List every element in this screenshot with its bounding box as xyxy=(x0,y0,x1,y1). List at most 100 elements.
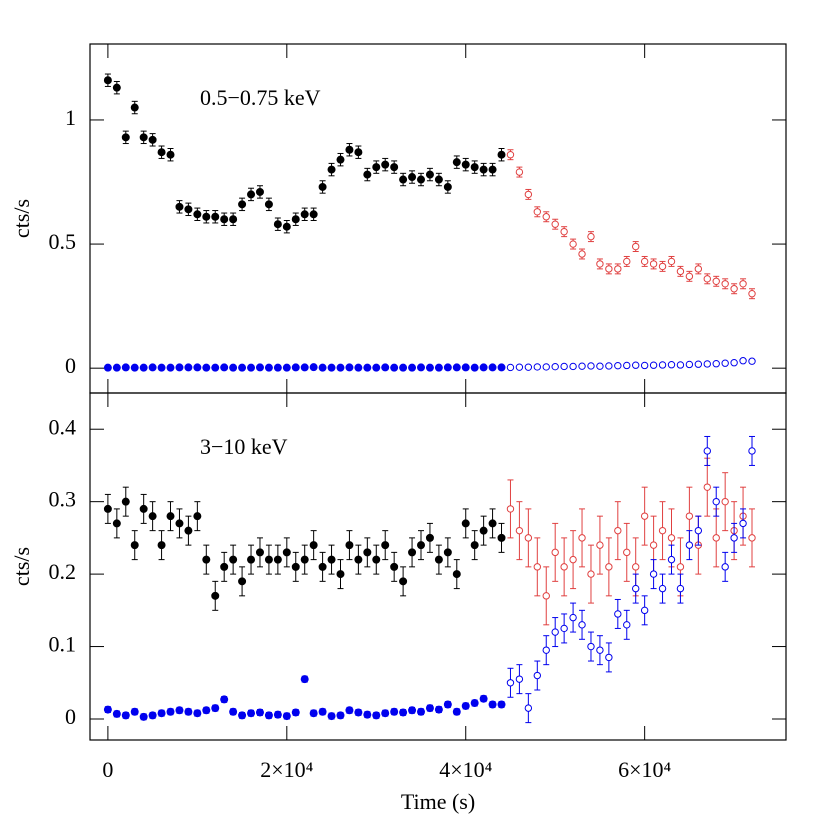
point xyxy=(488,165,497,174)
y-axis-label: cts/s xyxy=(9,547,34,586)
point xyxy=(255,363,264,372)
point xyxy=(667,257,676,266)
point xyxy=(381,709,390,718)
point xyxy=(417,175,426,184)
point xyxy=(417,363,426,372)
point xyxy=(605,563,613,571)
point xyxy=(399,577,408,586)
point xyxy=(434,363,443,372)
point xyxy=(542,592,550,600)
point xyxy=(247,363,256,372)
point xyxy=(587,362,595,370)
point xyxy=(479,694,488,703)
point xyxy=(372,555,381,564)
point xyxy=(524,534,533,542)
point xyxy=(479,526,488,535)
point xyxy=(578,362,586,370)
point xyxy=(273,220,282,229)
point xyxy=(399,175,408,184)
point xyxy=(130,363,139,372)
point xyxy=(640,512,649,520)
point xyxy=(605,653,613,662)
point xyxy=(229,363,238,372)
point xyxy=(148,363,157,372)
point xyxy=(694,265,703,273)
y-tick-label: 0.3 xyxy=(49,487,77,512)
point xyxy=(676,584,685,593)
point xyxy=(542,363,550,371)
point xyxy=(390,363,399,372)
point xyxy=(470,541,479,550)
point xyxy=(640,606,649,615)
point xyxy=(425,533,434,542)
point xyxy=(264,363,273,372)
y-axis-label: cts/s xyxy=(9,199,34,238)
point xyxy=(282,712,291,721)
point xyxy=(533,563,542,571)
point xyxy=(452,570,461,579)
point xyxy=(488,363,497,372)
point xyxy=(139,133,148,142)
point xyxy=(730,285,738,293)
point xyxy=(327,363,336,372)
point xyxy=(175,202,184,211)
point xyxy=(112,363,121,372)
point xyxy=(336,570,345,579)
point xyxy=(282,548,291,557)
x-tick-label: 6×10⁴ xyxy=(618,757,671,782)
point xyxy=(712,497,720,506)
point xyxy=(542,213,550,221)
point xyxy=(658,584,667,593)
point xyxy=(614,265,622,273)
point xyxy=(345,145,354,154)
point xyxy=(515,526,524,535)
top-frame xyxy=(89,43,787,394)
point xyxy=(390,163,399,172)
point xyxy=(632,584,640,593)
point xyxy=(470,163,479,172)
point xyxy=(461,701,470,710)
point xyxy=(166,363,175,372)
point xyxy=(452,158,461,167)
y-tick-label: 0 xyxy=(65,704,76,729)
point xyxy=(282,222,291,231)
point xyxy=(166,512,175,521)
point xyxy=(712,534,720,542)
point xyxy=(533,671,542,680)
point xyxy=(148,135,157,144)
point xyxy=(247,190,256,199)
point xyxy=(748,290,756,298)
point xyxy=(399,708,408,717)
point xyxy=(381,541,390,550)
y-tick-label: 0.5 xyxy=(49,229,77,254)
point xyxy=(497,533,506,542)
point xyxy=(264,555,273,564)
point xyxy=(121,363,130,372)
point xyxy=(560,624,568,633)
point xyxy=(202,555,211,564)
point xyxy=(596,260,604,268)
point xyxy=(506,505,515,513)
point xyxy=(112,519,121,528)
point xyxy=(309,709,318,718)
point xyxy=(211,363,220,372)
point xyxy=(596,541,604,549)
point xyxy=(363,710,372,719)
point xyxy=(551,548,559,557)
point xyxy=(202,706,211,715)
point xyxy=(255,708,264,717)
point xyxy=(363,363,372,372)
point xyxy=(748,534,756,542)
point xyxy=(220,695,229,704)
point xyxy=(157,709,166,718)
point xyxy=(524,190,533,199)
point xyxy=(658,262,667,271)
point xyxy=(193,210,202,219)
point xyxy=(748,357,756,365)
point xyxy=(506,679,515,687)
point xyxy=(569,240,577,248)
point xyxy=(291,215,300,224)
point xyxy=(327,712,336,721)
y-tick-label: 1 xyxy=(65,105,76,130)
point xyxy=(408,173,417,182)
